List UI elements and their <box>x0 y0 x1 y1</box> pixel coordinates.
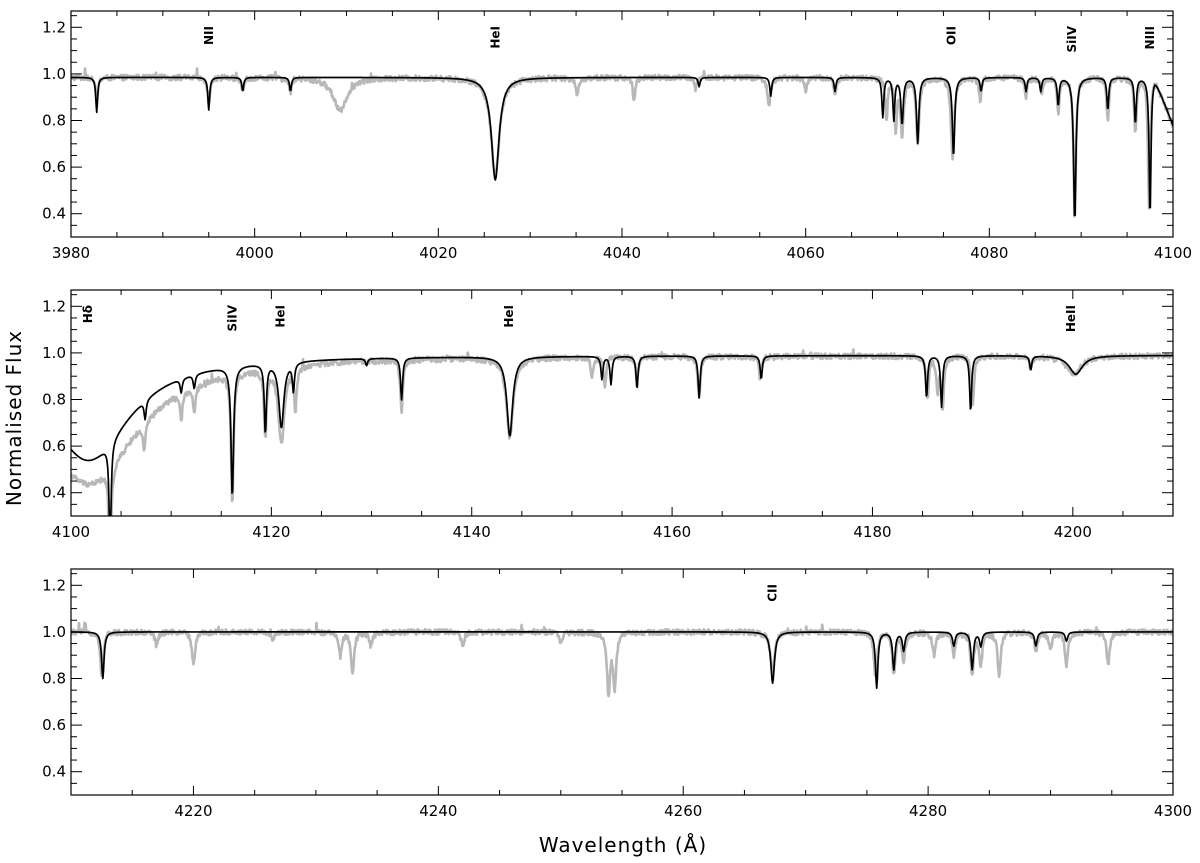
y-tick-label: 1.2 <box>42 576 66 594</box>
x-tick-label: 4000 <box>236 244 274 262</box>
model-spectrum-line <box>71 631 1173 690</box>
y-tick-label: 0.4 <box>42 205 66 223</box>
y-tick-label: 0.8 <box>42 112 66 130</box>
line-id-label: HeI <box>488 26 502 49</box>
panel-1: 3980 4000 4020 4040 4060 4080 4100 0.4 0.6 0.8 1.0… <box>42 10 1192 262</box>
x-tick-label: 4140 <box>453 523 491 541</box>
line-id-label: OII <box>945 26 959 45</box>
observed-spectrum-line <box>71 67 1173 218</box>
x-tick-label: 4220 <box>174 802 212 820</box>
x-tick-label: 4120 <box>252 523 290 541</box>
plot-frame <box>70 568 1174 796</box>
x-tick-label: 4200 <box>1054 523 1092 541</box>
line-id-label: Hδ <box>81 305 95 323</box>
y-tick-label: 1.0 <box>42 344 66 362</box>
x-axis-title: Wavelength (Å) <box>539 833 707 857</box>
line-id-label: NIII <box>1143 26 1157 49</box>
line-id-label: HeI <box>502 305 516 328</box>
line-id-label: CII <box>766 584 780 602</box>
x-tick-label: 4040 <box>603 244 641 262</box>
panel-3: 4220 4240 4260 4280 4300 0.4 0.6 0.8 1.0 1.2 CII <box>42 568 1192 820</box>
x-tick-label: 4060 <box>787 244 825 262</box>
x-tick-label: 4100 <box>1154 244 1192 262</box>
observed-spectrum-line <box>71 621 1173 698</box>
y-tick-label: 0.6 <box>42 716 66 734</box>
model-spectrum-line <box>71 76 1173 217</box>
y-tick-label: 0.4 <box>42 484 66 502</box>
plot-frame <box>70 10 1174 238</box>
line-id-label: HeII <box>1064 305 1078 332</box>
y-tick-label: 0.6 <box>42 437 66 455</box>
y-tick-label: 1.0 <box>42 65 66 83</box>
line-id-label: SiIV <box>1065 25 1079 52</box>
panels: 3980 4000 4020 4040 4060 4080 4100 0.4 0.6 0.8 1.0… <box>42 10 1192 820</box>
y-tick-label: 1.2 <box>42 297 66 315</box>
y-tick-label: 1.0 <box>42 623 66 641</box>
x-tick-label: 4020 <box>419 244 457 262</box>
x-tick-label: 3980 <box>52 244 90 262</box>
y-tick-label: 0.6 <box>42 158 66 176</box>
line-id-label: NII <box>202 26 216 45</box>
x-tick-label: 4080 <box>970 244 1008 262</box>
y-tick-label: 0.8 <box>42 670 66 688</box>
x-tick-label: 4100 <box>52 523 90 541</box>
x-tick-label: 4260 <box>664 802 702 820</box>
x-tick-label: 4280 <box>909 802 947 820</box>
line-id-label: SiIV <box>225 304 239 331</box>
y-tick-label: 1.2 <box>42 18 66 36</box>
y-tick-label: 0.4 <box>42 763 66 781</box>
x-tick-label: 4300 <box>1154 802 1192 820</box>
x-tick-label: 4240 <box>419 802 457 820</box>
y-tick-label: 0.8 <box>42 391 66 409</box>
line-id-label: HeI <box>273 305 287 328</box>
y-axis-title: Normalised Flux <box>2 330 26 506</box>
x-tick-label: 4180 <box>853 523 891 541</box>
model-spectrum-line <box>71 354 1173 516</box>
panel-2: 4100 4120 4140 4160 4180 4200 0.4 0.6 0.8 1.0 1.2 H… <box>42 289 1174 541</box>
x-tick-label: 4160 <box>653 523 691 541</box>
